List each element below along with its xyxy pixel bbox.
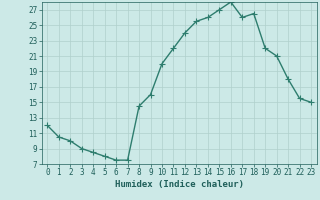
X-axis label: Humidex (Indice chaleur): Humidex (Indice chaleur) [115,180,244,189]
